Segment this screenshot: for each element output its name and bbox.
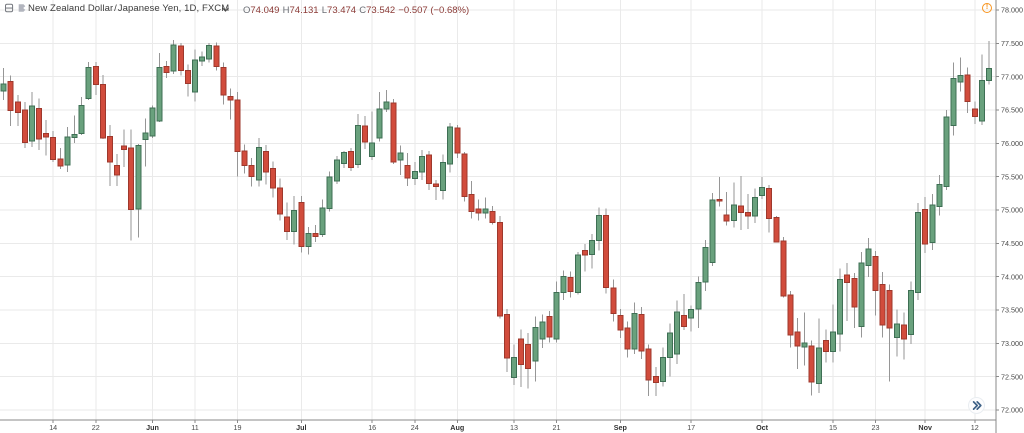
svg-text:23: 23 (872, 423, 880, 432)
svg-text:Nov: Nov (918, 423, 932, 432)
svg-text:77.000: 77.000 (1001, 72, 1023, 81)
svg-text:12: 12 (971, 423, 979, 432)
svg-text:73.000: 73.000 (1001, 339, 1023, 348)
svg-text:22: 22 (92, 423, 100, 432)
svg-text:74.000: 74.000 (1001, 272, 1023, 281)
svg-text:75.000: 75.000 (1001, 206, 1023, 215)
svg-text:Jun: Jun (146, 423, 159, 432)
svg-text:75.500: 75.500 (1001, 172, 1023, 181)
svg-text:19: 19 (234, 423, 242, 432)
svg-text:Jul: Jul (296, 423, 306, 432)
svg-text:Sep: Sep (614, 423, 628, 432)
svg-text:24: 24 (411, 423, 419, 432)
svg-text:Aug: Aug (450, 423, 464, 432)
svg-text:78.000: 78.000 (1001, 6, 1023, 15)
svg-text:73.500: 73.500 (1001, 306, 1023, 315)
svg-text:76.500: 76.500 (1001, 106, 1023, 115)
svg-text:76.000: 76.000 (1001, 139, 1023, 148)
svg-text:17: 17 (687, 423, 695, 432)
svg-text:15: 15 (829, 423, 837, 432)
svg-text:Oct: Oct (756, 423, 769, 432)
svg-text:72.500: 72.500 (1001, 372, 1023, 381)
svg-text:74.500: 74.500 (1001, 239, 1023, 248)
svg-text:11: 11 (191, 423, 198, 432)
svg-text:21: 21 (553, 423, 561, 432)
svg-text:14: 14 (49, 423, 57, 432)
svg-text:77.500: 77.500 (1001, 39, 1023, 48)
svg-text:13: 13 (510, 423, 518, 432)
svg-text:72.000: 72.000 (1001, 406, 1023, 415)
svg-text:16: 16 (368, 423, 376, 432)
